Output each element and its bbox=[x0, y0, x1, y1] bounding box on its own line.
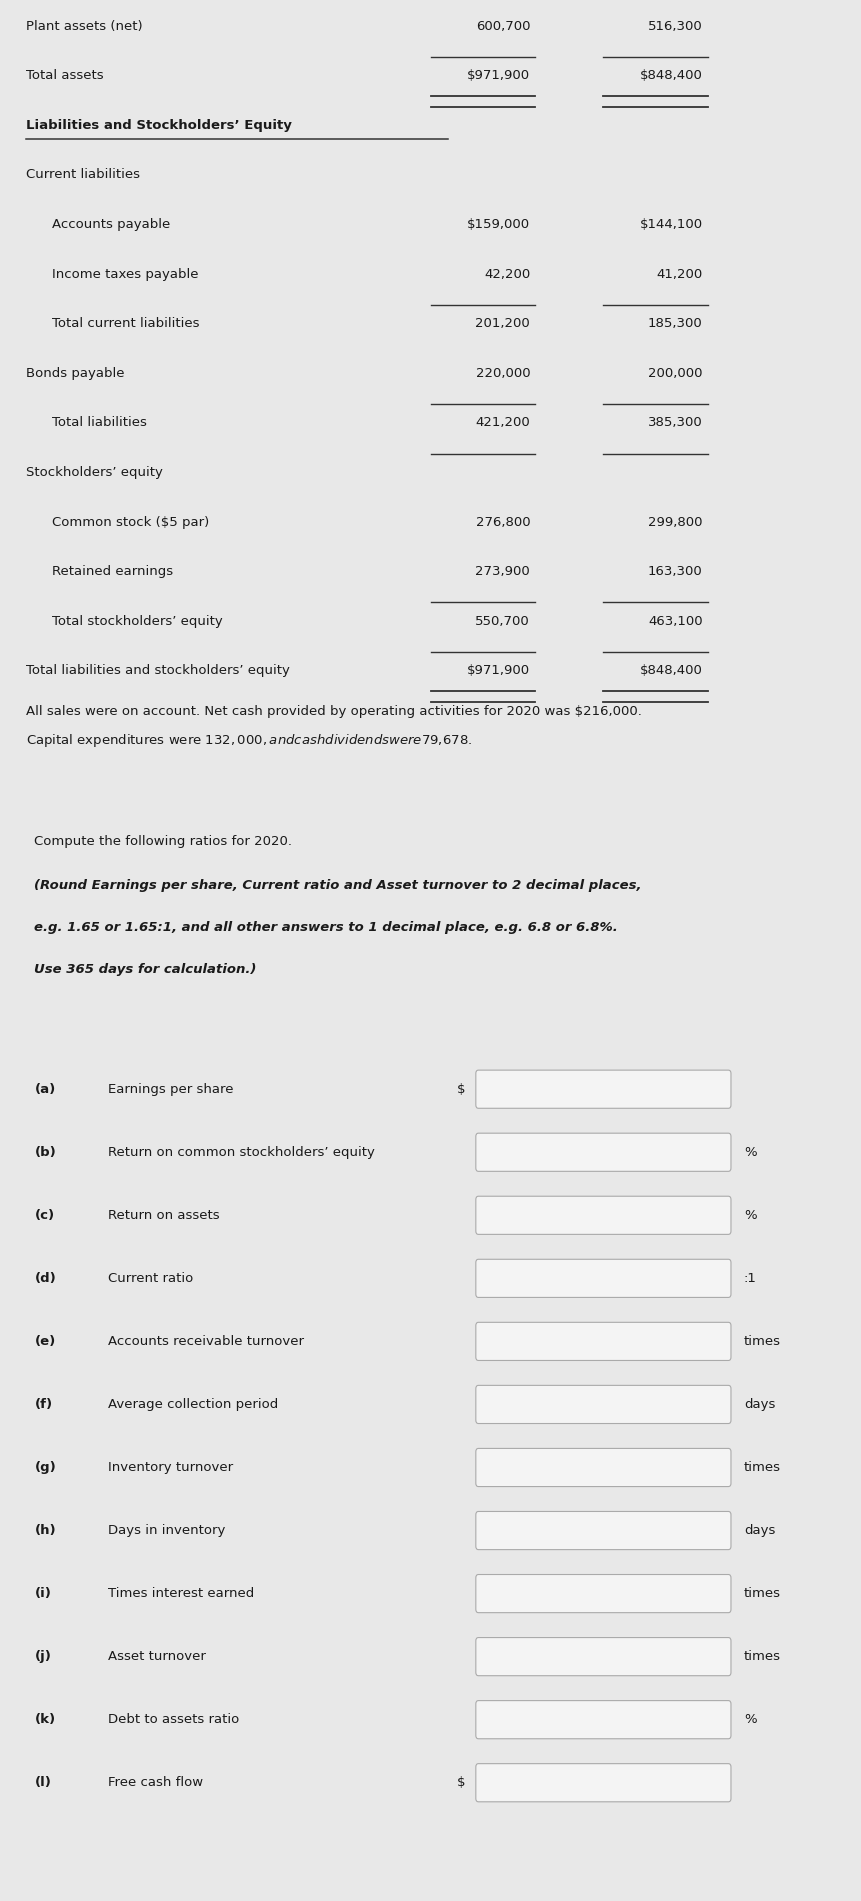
Text: (g): (g) bbox=[34, 1462, 56, 1473]
Text: 163,300: 163,300 bbox=[647, 565, 702, 578]
Text: (a): (a) bbox=[34, 1084, 56, 1095]
Text: Return on assets: Return on assets bbox=[108, 1209, 219, 1222]
Text: (Round Earnings per share, Current ratio and Asset turnover to 2 decimal places,: (Round Earnings per share, Current ratio… bbox=[34, 880, 641, 892]
Text: $971,900: $971,900 bbox=[467, 68, 530, 82]
Text: (h): (h) bbox=[34, 1525, 56, 1538]
Text: $848,400: $848,400 bbox=[639, 68, 702, 82]
Text: days: days bbox=[743, 1397, 774, 1411]
FancyBboxPatch shape bbox=[475, 1764, 730, 1802]
Text: Average collection period: Average collection period bbox=[108, 1397, 278, 1411]
Text: 421,200: 421,200 bbox=[474, 416, 530, 430]
Text: (d): (d) bbox=[34, 1272, 56, 1285]
Text: $: $ bbox=[456, 1776, 465, 1789]
Text: (c): (c) bbox=[34, 1209, 54, 1222]
Text: (j): (j) bbox=[34, 1650, 52, 1663]
Text: Debt to assets ratio: Debt to assets ratio bbox=[108, 1713, 238, 1726]
Text: $: $ bbox=[456, 1084, 465, 1095]
Text: (b): (b) bbox=[34, 1146, 56, 1160]
Text: 516,300: 516,300 bbox=[647, 19, 702, 32]
Text: $848,400: $848,400 bbox=[639, 663, 702, 677]
Text: Accounts receivable turnover: Accounts receivable turnover bbox=[108, 1335, 303, 1348]
Text: Total stockholders’ equity: Total stockholders’ equity bbox=[52, 614, 222, 627]
Text: 550,700: 550,700 bbox=[474, 614, 530, 627]
Text: 185,300: 185,300 bbox=[647, 317, 702, 331]
Text: Times interest earned: Times interest earned bbox=[108, 1587, 254, 1601]
FancyBboxPatch shape bbox=[475, 1574, 730, 1612]
Text: Bonds payable: Bonds payable bbox=[26, 367, 124, 380]
Text: times: times bbox=[743, 1462, 780, 1473]
Text: Capital expenditures were $132,000, and cash dividends were $79,678.: Capital expenditures were $132,000, and … bbox=[26, 732, 472, 749]
FancyBboxPatch shape bbox=[475, 1070, 730, 1108]
Text: Total current liabilities: Total current liabilities bbox=[52, 317, 199, 331]
FancyBboxPatch shape bbox=[475, 1701, 730, 1739]
Text: 42,200: 42,200 bbox=[483, 268, 530, 281]
Text: Current ratio: Current ratio bbox=[108, 1272, 193, 1285]
FancyBboxPatch shape bbox=[475, 1637, 730, 1675]
Text: Inventory turnover: Inventory turnover bbox=[108, 1462, 232, 1473]
Text: 276,800: 276,800 bbox=[475, 515, 530, 528]
Text: Return on common stockholders’ equity: Return on common stockholders’ equity bbox=[108, 1146, 375, 1160]
Text: Earnings per share: Earnings per share bbox=[108, 1084, 233, 1095]
Text: $144,100: $144,100 bbox=[639, 219, 702, 232]
Text: Income taxes payable: Income taxes payable bbox=[52, 268, 198, 281]
Text: $159,000: $159,000 bbox=[467, 219, 530, 232]
Text: 273,900: 273,900 bbox=[474, 565, 530, 578]
Text: Accounts payable: Accounts payable bbox=[52, 219, 170, 232]
Text: Compute the following ratios for 2020.: Compute the following ratios for 2020. bbox=[34, 835, 296, 848]
Text: 220,000: 220,000 bbox=[475, 367, 530, 380]
FancyBboxPatch shape bbox=[475, 1386, 730, 1424]
Text: 600,700: 600,700 bbox=[475, 19, 530, 32]
FancyBboxPatch shape bbox=[475, 1323, 730, 1361]
Text: Use 365 days for calculation.): Use 365 days for calculation.) bbox=[34, 964, 257, 977]
Text: (f): (f) bbox=[34, 1397, 53, 1411]
Text: Retained earnings: Retained earnings bbox=[52, 565, 173, 578]
Text: Liabilities and Stockholders’ Equity: Liabilities and Stockholders’ Equity bbox=[26, 120, 291, 131]
FancyBboxPatch shape bbox=[475, 1133, 730, 1171]
Text: (i): (i) bbox=[34, 1587, 52, 1601]
Text: %: % bbox=[743, 1146, 756, 1160]
FancyBboxPatch shape bbox=[475, 1449, 730, 1487]
Text: Common stock ($5 par): Common stock ($5 par) bbox=[52, 515, 208, 528]
Text: (e): (e) bbox=[34, 1335, 56, 1348]
Text: :1: :1 bbox=[743, 1272, 756, 1285]
Text: Days in inventory: Days in inventory bbox=[108, 1525, 225, 1538]
Text: $971,900: $971,900 bbox=[467, 663, 530, 677]
Text: times: times bbox=[743, 1650, 780, 1663]
Text: Total liabilities and stockholders’ equity: Total liabilities and stockholders’ equi… bbox=[26, 663, 289, 677]
Text: Current liabilities: Current liabilities bbox=[26, 169, 139, 181]
Text: All sales were on account. Net cash provided by operating activities for 2020 wa: All sales were on account. Net cash prov… bbox=[26, 705, 641, 719]
Text: 385,300: 385,300 bbox=[647, 416, 702, 430]
Text: Free cash flow: Free cash flow bbox=[108, 1776, 202, 1789]
Text: e.g. 1.65 or 1.65:1, and all other answers to 1 decimal place, e.g. 6.8 or 6.8%.: e.g. 1.65 or 1.65:1, and all other answe… bbox=[34, 922, 617, 933]
FancyBboxPatch shape bbox=[475, 1511, 730, 1549]
Text: times: times bbox=[743, 1587, 780, 1601]
Text: Total assets: Total assets bbox=[26, 68, 103, 82]
Text: %: % bbox=[743, 1713, 756, 1726]
Text: 41,200: 41,200 bbox=[655, 268, 702, 281]
Text: 463,100: 463,100 bbox=[647, 614, 702, 627]
Text: days: days bbox=[743, 1525, 774, 1538]
Text: Asset turnover: Asset turnover bbox=[108, 1650, 206, 1663]
Text: times: times bbox=[743, 1335, 780, 1348]
Text: Plant assets (net): Plant assets (net) bbox=[26, 19, 142, 32]
Text: 299,800: 299,800 bbox=[647, 515, 702, 528]
Text: Total liabilities: Total liabilities bbox=[52, 416, 146, 430]
Text: 201,200: 201,200 bbox=[474, 317, 530, 331]
Text: 200,000: 200,000 bbox=[647, 367, 702, 380]
Text: Stockholders’ equity: Stockholders’ equity bbox=[26, 466, 163, 479]
Text: (l): (l) bbox=[34, 1776, 52, 1789]
FancyBboxPatch shape bbox=[475, 1258, 730, 1296]
Text: %: % bbox=[743, 1209, 756, 1222]
Text: (k): (k) bbox=[34, 1713, 56, 1726]
FancyBboxPatch shape bbox=[475, 1196, 730, 1234]
